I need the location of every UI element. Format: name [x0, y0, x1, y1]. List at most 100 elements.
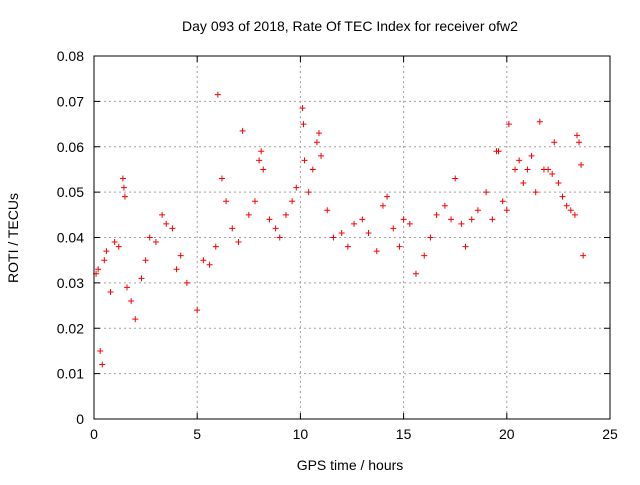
data-point — [458, 220, 465, 227]
data-point — [97, 347, 104, 354]
data-point — [313, 139, 320, 146]
data-point — [132, 316, 139, 323]
data-point — [318, 152, 325, 159]
data-point — [293, 184, 300, 191]
data-point — [396, 243, 403, 250]
data-point — [576, 139, 583, 146]
data-point — [406, 220, 413, 227]
data-point — [152, 239, 159, 246]
data-point — [474, 207, 481, 214]
data-point — [309, 166, 316, 173]
data-point — [99, 361, 106, 368]
data-point — [289, 198, 296, 205]
data-point — [206, 261, 213, 268]
data-point — [528, 152, 535, 159]
data-point — [441, 202, 448, 209]
x-tick-label: 25 — [602, 426, 618, 442]
data-point — [448, 216, 455, 223]
x-tick-label: 15 — [396, 426, 412, 442]
data-point — [260, 166, 267, 173]
data-point — [101, 257, 108, 264]
data-point — [235, 239, 242, 246]
x-tick-label: 10 — [293, 426, 309, 442]
y-tick-label: 0.07 — [57, 93, 84, 109]
data-point — [536, 118, 543, 125]
data-point — [373, 248, 380, 255]
y-tick-label: 0.04 — [57, 230, 84, 246]
data-point — [229, 225, 236, 232]
data-point — [578, 161, 585, 168]
data-point — [146, 234, 153, 241]
y-tick-label: 0.08 — [57, 48, 84, 64]
data-point — [505, 121, 512, 128]
data-point — [516, 157, 523, 164]
data-point — [315, 130, 322, 137]
data-point — [107, 288, 114, 295]
data-point — [251, 198, 258, 205]
data-point — [258, 148, 265, 155]
data-point — [163, 220, 170, 227]
data-point — [549, 170, 556, 177]
data-point — [573, 132, 580, 139]
data-point — [545, 166, 552, 173]
data-point — [282, 211, 289, 218]
tick-layer: 0 5 10 15 20 25 0 0.01 0.02 0.03 0.04 0.05 0.06 0.07 0… — [57, 48, 618, 442]
data-point — [384, 193, 391, 200]
data-point — [111, 239, 118, 246]
data-point — [301, 157, 308, 164]
data-point — [359, 216, 366, 223]
data-point — [200, 257, 207, 264]
data-point — [555, 180, 562, 187]
data-point — [421, 252, 428, 259]
data-point — [272, 225, 279, 232]
data-point — [338, 229, 345, 236]
data-point — [142, 257, 149, 264]
data-point — [95, 266, 102, 273]
data-point — [194, 307, 201, 314]
data-point — [330, 234, 337, 241]
data-point — [183, 279, 190, 286]
data-point — [256, 157, 263, 164]
data-point — [169, 225, 176, 232]
data-point — [462, 243, 469, 250]
y-axis-label: ROTI / TECUs — [5, 193, 21, 283]
y-tick-label: 0.06 — [57, 139, 84, 155]
data-point — [138, 275, 145, 282]
data-point — [452, 175, 459, 182]
y-tick-label: 0.02 — [57, 320, 84, 336]
data-point — [351, 220, 358, 227]
data-point — [245, 211, 252, 218]
data-point — [239, 127, 246, 134]
data-point — [121, 193, 128, 200]
data-point — [300, 121, 307, 128]
data-point — [344, 243, 351, 250]
y-tick-label: 0 — [76, 411, 84, 427]
data-point — [524, 166, 531, 173]
data-point — [276, 234, 283, 241]
data-point — [120, 184, 127, 191]
data-point — [299, 105, 306, 112]
data-point — [559, 193, 566, 200]
data-point — [379, 202, 386, 209]
data-point — [212, 243, 219, 250]
data-point — [390, 225, 397, 232]
data-point — [128, 298, 135, 305]
data-point — [468, 216, 475, 223]
x-tick-label: 5 — [193, 426, 201, 442]
data-point — [400, 216, 407, 223]
data-point — [365, 229, 372, 236]
x-tick-label: 0 — [90, 426, 98, 442]
data-point — [218, 175, 225, 182]
data-point — [520, 180, 527, 187]
data-point — [103, 248, 110, 255]
data-point — [214, 91, 221, 98]
data-point — [499, 198, 506, 205]
x-tick-label: 20 — [499, 426, 515, 442]
data-point — [532, 189, 539, 196]
data-point — [324, 207, 331, 214]
data-point — [412, 270, 419, 277]
plot-frame — [93, 55, 611, 420]
data-point — [483, 189, 490, 196]
